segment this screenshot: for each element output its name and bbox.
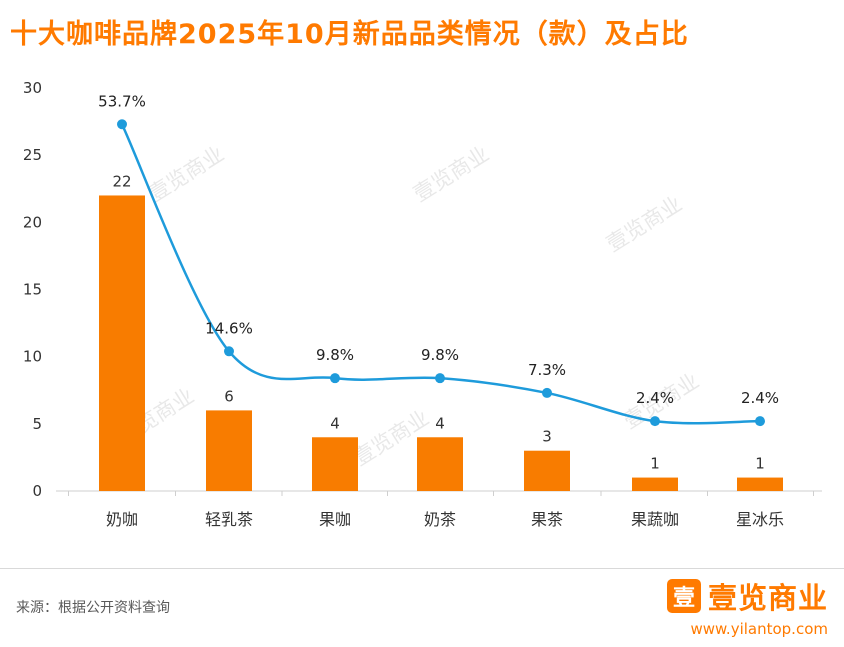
watermark: 壹览商业 — [144, 142, 228, 207]
bar — [99, 195, 145, 491]
y-axis-tick-label: 0 — [32, 482, 42, 500]
brand-row: 壹 壹览商业 — [666, 575, 828, 617]
line-dot — [435, 373, 445, 384]
percent-label: 53.7% — [98, 92, 146, 110]
bar — [206, 410, 252, 491]
bar-value-label: 4 — [435, 414, 445, 432]
chart-title: 十大咖啡品牌2025年10月新品品类情况（款）及占比 — [10, 19, 689, 50]
line-dot — [650, 416, 660, 427]
line-dot — [755, 416, 765, 427]
percent-label: 9.8% — [316, 346, 354, 364]
brand-name: 壹览商业 — [707, 581, 828, 615]
bar — [632, 477, 678, 491]
bar — [417, 437, 463, 491]
x-axis-category-label: 果茶 — [531, 510, 563, 529]
x-axis-category-label: 轻乳茶 — [205, 510, 253, 529]
bar — [524, 450, 570, 491]
bar-value-label: 1 — [650, 455, 660, 473]
x-axis-category-label: 果蔬咖 — [631, 510, 679, 529]
brand-icon: 壹 — [666, 579, 701, 613]
watermark: 壹览商业 — [602, 192, 686, 257]
percent-label: 14.6% — [205, 319, 253, 337]
bar-value-label: 6 — [224, 387, 234, 405]
bar — [737, 477, 783, 491]
percent-label: 9.8% — [421, 346, 459, 364]
brand-logo: 壹 壹览商业 www.yilantop.com — [666, 575, 829, 638]
footer: 来源：根据公开资料查询 壹 壹览商业 www.yilantop.com — [0, 568, 844, 647]
line-dot — [330, 373, 340, 384]
line-dot — [117, 119, 127, 130]
bar-value-label: 22 — [112, 172, 131, 190]
bar-value-label: 3 — [542, 428, 552, 446]
line-dot — [542, 387, 552, 398]
y-axis-tick-label: 30 — [23, 79, 42, 97]
source-text: 来源：根据公开资料查询 — [16, 600, 170, 616]
line-dot — [224, 346, 234, 357]
bar — [312, 437, 358, 491]
y-axis-tick-label: 20 — [23, 213, 42, 231]
y-axis-tick-label: 10 — [23, 348, 42, 366]
watermark: 壹览商业 — [409, 142, 493, 207]
y-axis-tick-label: 15 — [23, 281, 42, 299]
percent-label: 2.4% — [741, 389, 779, 407]
x-axis-category-label: 奶咖 — [106, 510, 138, 529]
bar-value-label: 1 — [755, 455, 765, 473]
bar-value-label: 4 — [330, 414, 340, 432]
x-axis-category-label: 奶茶 — [424, 510, 456, 529]
y-axis-tick-label: 25 — [23, 146, 42, 164]
percent-label: 2.4% — [636, 389, 674, 407]
x-axis-category-label: 果咖 — [319, 510, 351, 529]
percent-label: 7.3% — [528, 361, 566, 379]
x-axis-category-label: 星冰乐 — [736, 510, 784, 529]
website-link[interactable]: www.yilantop.com — [690, 620, 829, 638]
y-axis-tick-label: 5 — [32, 415, 42, 433]
